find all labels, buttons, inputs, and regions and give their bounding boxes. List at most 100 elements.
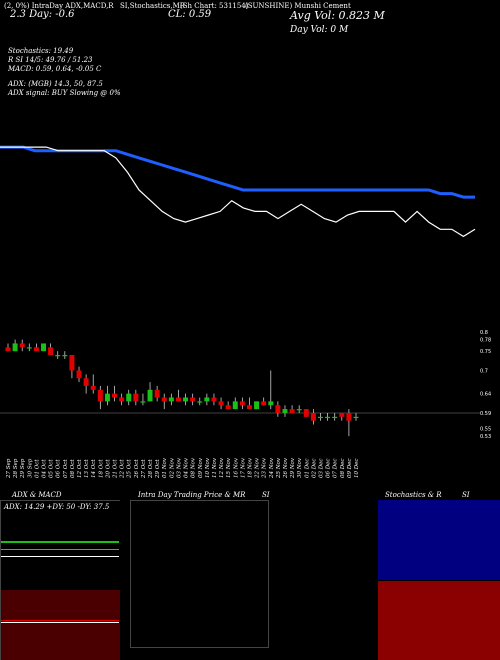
date-axis: 27 Sep 28 Sep 29 Sep 30 Sep 01 Oct 04 Oct 05 O… [6,457,360,479]
candle-body [76,370,82,379]
candle-body [254,401,260,410]
rsi-panel [378,581,500,660]
date-tick-label: 07 Oct [63,459,69,478]
candle-body [232,401,238,410]
date-tick-label: 02 Nov [169,457,175,478]
date-tick-label: 06 Oct [56,459,62,478]
candle-body [332,416,338,419]
candle-body [175,397,181,402]
adx-subpanel: ADX: 14.29 +DY: 50 -DY: 37.5 [1,501,120,590]
header-avg-vol: Avg Vol: 0.823 M [290,9,385,22]
adx-signal-readout: ADX signal: BUY Slowing @ 0% [8,89,121,97]
date-tick-label: 27 Sep [6,458,12,479]
price-tick-label: 0.64 [480,392,491,398]
candle-body [161,397,167,402]
candle-body [69,355,75,371]
candle-body [268,401,274,406]
date-tick-label: 18 Oct [98,459,104,478]
plus-di-line [1,541,119,543]
intraday-panel-title: Intra Day Trading Price & MR [138,491,246,499]
date-tick-label: 29 Nov [290,457,296,479]
candle-body [339,412,345,417]
date-tick-label: 22 Oct [120,459,126,479]
candle-body [147,389,153,402]
price-tick-label: 0.75 [480,349,491,355]
date-tick-label: 01 Dec [304,459,310,479]
date-tick-label: 14 Oct [91,459,97,478]
price-tick-label: 0.59 [480,411,491,417]
date-tick-label: 09 Dec [347,459,353,479]
candle-body [310,412,316,421]
candle-body [168,397,174,402]
adx-line [1,549,119,550]
date-tick-label: 26 Oct [134,459,140,479]
candle-body [104,393,110,402]
date-tick-label: 29 Oct [155,459,161,479]
macd-signal-line [1,622,119,623]
rsi-readout: R SI 14/5: 49.76 / 51.23 [8,56,93,64]
date-tick-label: 08 Nov [191,457,197,478]
date-tick-label: 05 Oct [49,459,55,478]
date-tick-label: 22 Nov [255,457,261,479]
date-tick-label: 25 Oct [127,459,133,479]
date-tick-label: 04 Oct [42,459,48,478]
date-tick-label: 25 Nov [276,457,282,479]
candle-body [346,412,352,421]
candle-body [183,397,189,402]
candle-body [133,393,139,402]
candle-body [190,397,196,402]
minus-di-line [1,556,119,557]
macd-readout: MACD: 0.59, 0.64, -0.05 C [8,65,102,73]
price-tick-label: 0.55 [480,426,491,432]
intraday-panel [130,500,269,648]
header-line1-mid: SI,Stochastics,MR [120,2,186,10]
header-day-vol: Day Vol: 0 M [290,25,349,35]
macd-line [1,620,119,621]
candle-body [112,393,118,398]
date-tick-label: 21 Oct [113,459,119,479]
date-tick-label: 20 Oct [105,459,111,479]
candle-body [211,397,217,402]
candle-body [204,397,210,402]
price-tick-label: 0.53 [480,434,491,440]
date-tick-label: 02 Dec [311,459,317,479]
candle-body [5,347,11,352]
candle-body [282,409,288,413]
candle-body [26,347,32,349]
date-tick-label: 11 Nov [212,457,218,478]
date-tick-label: 07 Dec [333,459,339,479]
date-tick-label: 26 Nov [283,457,289,479]
price-tick-label: 0.8 [480,330,488,336]
candle-body [83,378,89,386]
price-tick-label: 0.78 [480,338,491,344]
adx-panel-title: ADX & MACD [12,491,62,499]
candle-body [239,401,245,406]
candle-body [154,389,160,398]
macd-subpanel [1,590,120,660]
date-tick-label: 10 Nov [205,457,211,478]
candle-body [197,401,203,403]
candle-body [140,401,146,403]
adx-macd-panel: ADX: 14.29 +DY: 50 -DY: 37.5 [0,500,120,660]
price-axis: 0.8 0.78 0.75 0.7 0.64 0.59 0.55 0.53 [480,330,491,440]
adx-values: ADX: 14.29 +DY: 50 -DY: 37.5 [4,503,110,511]
candle-body [317,416,323,419]
candle-body [33,347,39,352]
date-tick-label: 04 Nov [184,457,190,478]
date-tick-label: 28 Oct [148,459,154,479]
date-tick-label: 03 Dec [318,459,324,479]
candle-body [303,409,309,417]
date-tick-label: 23 Nov [262,457,268,479]
date-tick-label: 30 Sep [27,458,33,478]
stoch-si-label: SI [462,491,470,499]
header-close: CL: 0.59 [168,9,212,20]
candle-body [218,401,224,406]
date-tick-label: 17 Nov [240,457,246,478]
date-tick-label: 13 Oct [84,459,90,478]
stochastics-readout: Stochastics: 19.49 [8,47,74,55]
candle-body [119,397,125,402]
adx-readout: ADX: (MGB) 14.3, 50, 87.5 [8,80,103,88]
date-tick-label: 01 Nov [162,457,168,478]
date-tick-label: 09 Nov [198,457,204,478]
stochastics-panel [378,500,500,580]
